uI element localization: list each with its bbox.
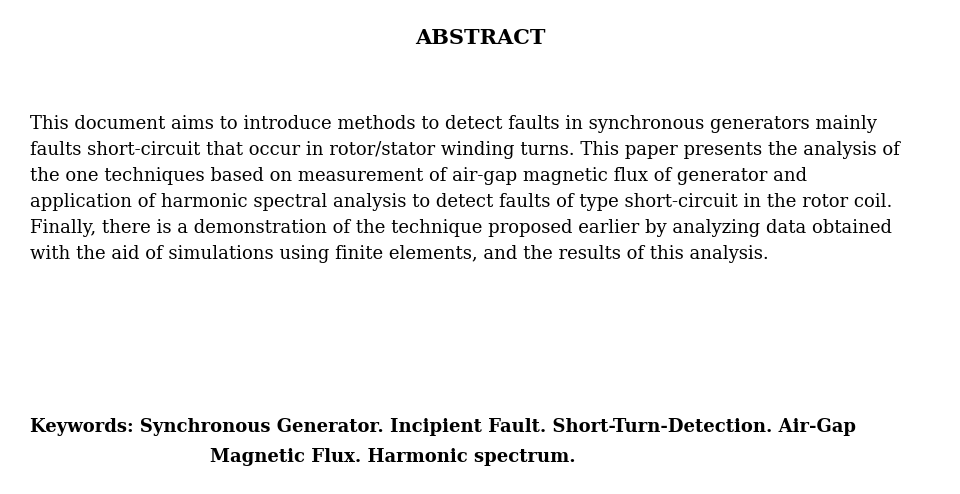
Text: with the aid of simulations using finite elements, and the results of this analy: with the aid of simulations using finite… [30, 245, 769, 263]
Text: application of harmonic spectral analysis to detect faults of type short-circuit: application of harmonic spectral analysi… [30, 193, 893, 211]
Text: Magnetic Flux. Harmonic spectrum.: Magnetic Flux. Harmonic spectrum. [210, 448, 576, 466]
Text: Keywords: Synchronous Generator. Incipient Fault. Short-Turn-Detection. Air-Gap: Keywords: Synchronous Generator. Incipie… [30, 418, 856, 436]
Text: the one techniques based on measurement of air-gap magnetic flux of generator an: the one techniques based on measurement … [30, 167, 807, 185]
Text: Finally, there is a demonstration of the technique proposed earlier by analyzing: Finally, there is a demonstration of the… [30, 219, 892, 237]
Text: ABSTRACT: ABSTRACT [415, 28, 545, 48]
Text: This document aims to introduce methods to detect faults in synchronous generato: This document aims to introduce methods … [30, 115, 876, 133]
Text: faults short-circuit that occur in rotor/stator winding turns. This paper presen: faults short-circuit that occur in rotor… [30, 141, 900, 159]
